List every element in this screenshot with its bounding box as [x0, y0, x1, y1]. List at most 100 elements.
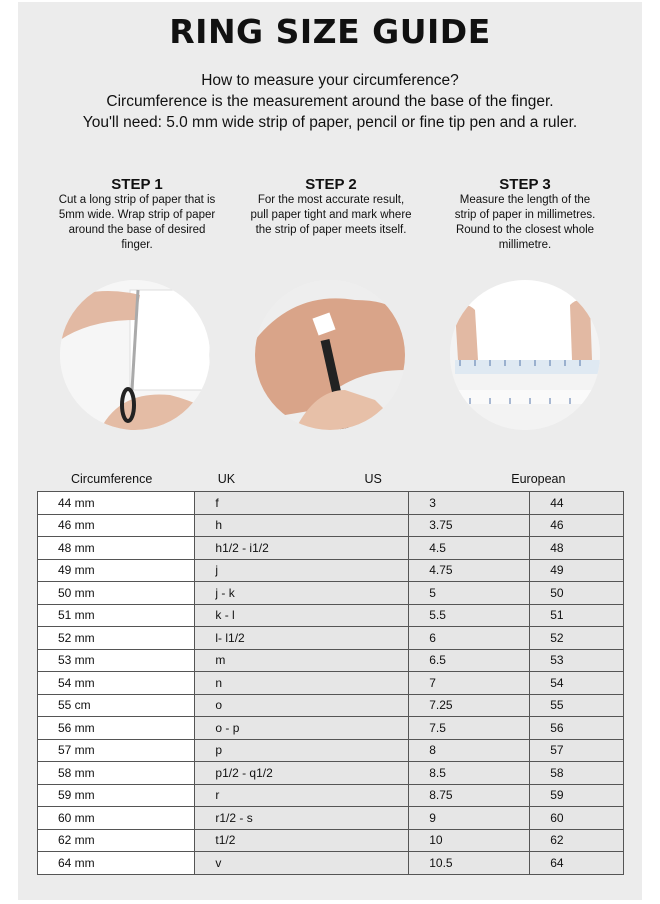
cell-us: 6.5	[408, 648, 531, 672]
cell-us: 5	[408, 581, 531, 605]
cell-european: 46	[529, 513, 624, 537]
cell-circumference: 54 mm	[36, 671, 196, 695]
table-row: 59 mm r 8.75 59	[36, 783, 624, 807]
cell-uk: o - p	[194, 716, 410, 740]
cell-uk: o	[194, 693, 410, 717]
intro-text: How to measure your circumference? Circu…	[0, 70, 660, 133]
cell-uk: h	[194, 513, 410, 537]
cell-circumference: 50 mm	[36, 581, 196, 605]
cell-european: 59	[529, 783, 624, 807]
table-row: 49 mm j 4.75 49	[36, 558, 624, 582]
cell-circumference: 44 mm	[36, 491, 196, 515]
table-row: 46 mm h 3.75 46	[36, 513, 624, 537]
cell-us: 3	[408, 491, 531, 515]
cell-european: 48	[529, 536, 624, 560]
cell-circumference: 58 mm	[36, 761, 196, 785]
table-row: 50 mm j - k 5 50	[36, 581, 624, 605]
table-row: 60 mm r1/2 - s 9 60	[36, 806, 624, 830]
step-text: For the most accurate result, pull paper…	[250, 194, 412, 236]
step-1: STEP 1 Cut a long strip of paper that is…	[42, 176, 232, 253]
table-row: 56 mm o - p 7.5 56	[36, 716, 624, 740]
cell-uk: v	[194, 851, 410, 875]
step-text: Cut a long strip of paper that is 5mm wi…	[58, 194, 216, 251]
cell-us: 8	[408, 738, 531, 762]
cell-uk: j - k	[194, 581, 410, 605]
cell-european: 49	[529, 558, 624, 582]
cell-us: 4.75	[408, 558, 531, 582]
table-row: 48 mm h1/2 - i1/2 4.5 48	[36, 536, 624, 560]
cell-european: 64	[529, 851, 624, 875]
header-european: European	[511, 472, 566, 486]
cell-uk: p1/2 - q1/2	[194, 761, 410, 785]
cell-uk: r	[194, 783, 410, 807]
cell-european: 53	[529, 648, 624, 672]
step-1-photo-scissors	[60, 280, 210, 430]
cell-us: 9	[408, 806, 531, 830]
cell-european: 52	[529, 626, 624, 650]
intro-line: Circumference is the measurement around …	[106, 93, 554, 110]
table-header: Circumference UK US European	[37, 472, 624, 486]
cell-circumference: 55 cm	[36, 693, 196, 717]
cell-european: 54	[529, 671, 624, 695]
cell-us: 7	[408, 671, 531, 695]
cell-uk: n	[194, 671, 410, 695]
cell-european: 56	[529, 716, 624, 740]
cell-circumference: 53 mm	[36, 648, 196, 672]
cell-circumference: 60 mm	[36, 806, 196, 830]
cell-us: 3.75	[408, 513, 531, 537]
table-row: 64 mm v 10.5 64	[36, 851, 624, 875]
cell-circumference: 46 mm	[36, 513, 196, 537]
cell-us: 6	[408, 626, 531, 650]
cell-uk: m	[194, 648, 410, 672]
cell-uk: f	[194, 491, 410, 515]
cell-circumference: 49 mm	[36, 558, 196, 582]
cell-uk: p	[194, 738, 410, 762]
cell-us: 5.5	[408, 603, 531, 627]
ring-size-table: 44 mm f 3 44 46 mm h 3.75 46 48 mm h1/2 - i1/2 4.5…	[36, 491, 624, 875]
table-row: 52 mm l- l1/2 6 52	[36, 626, 624, 650]
step-3-photo-ruler	[450, 280, 600, 430]
cell-european: 58	[529, 761, 624, 785]
intro-line: You'll need: 5.0 mm wide strip of paper,…	[82, 114, 578, 131]
cell-us: 8.75	[408, 783, 531, 807]
table-row: 44 mm f 3 44	[36, 491, 624, 515]
cell-uk: t1/2	[194, 828, 410, 852]
cell-uk: r1/2 - s	[194, 806, 410, 830]
header-circumference: Circumference	[71, 472, 153, 486]
table-row: 51 mm k - l 5.5 51	[36, 603, 624, 627]
cell-european: 50	[529, 581, 624, 605]
table-row: 62 mm t1/2 10 62	[36, 828, 624, 852]
page-title: RING SIZE GUIDE	[169, 12, 491, 51]
header-uk: UK	[217, 472, 236, 486]
table-row: 58 mm p1/2 - q1/2 8.5 58	[36, 761, 624, 785]
cell-us: 8.5	[408, 761, 531, 785]
step-text: Measure the length of the strip of paper…	[454, 194, 596, 251]
step-title: STEP 1	[111, 176, 163, 193]
cell-us: 7.25	[408, 693, 531, 717]
cell-european: 62	[529, 828, 624, 852]
cell-uk: k - l	[194, 603, 410, 627]
cell-uk: h1/2 - i1/2	[194, 536, 410, 560]
cell-circumference: 51 mm	[36, 603, 196, 627]
cell-circumference: 48 mm	[36, 536, 196, 560]
cell-european: 60	[529, 806, 624, 830]
cell-uk: j	[194, 558, 410, 582]
header-us: US	[364, 472, 382, 486]
cell-us: 4.5	[408, 536, 531, 560]
table-row: 55 cm o 7.25 55	[36, 693, 624, 717]
cell-european: 44	[529, 491, 624, 515]
cell-circumference: 52 mm	[36, 626, 196, 650]
step-title: STEP 2	[305, 176, 357, 193]
table-row: 54 mm n 7 54	[36, 671, 624, 695]
cell-us: 7.5	[408, 716, 531, 740]
cell-us: 10	[408, 828, 531, 852]
cell-circumference: 62 mm	[36, 828, 196, 852]
step-2-photo-finger-pen	[255, 280, 405, 430]
cell-european: 55	[529, 693, 624, 717]
cell-circumference: 57 mm	[36, 738, 196, 762]
cell-circumference: 56 mm	[36, 716, 196, 740]
cell-us: 10.5	[408, 851, 531, 875]
cell-european: 57	[529, 738, 624, 762]
cell-european: 51	[529, 603, 624, 627]
intro-line: How to measure your circumference?	[201, 72, 459, 89]
